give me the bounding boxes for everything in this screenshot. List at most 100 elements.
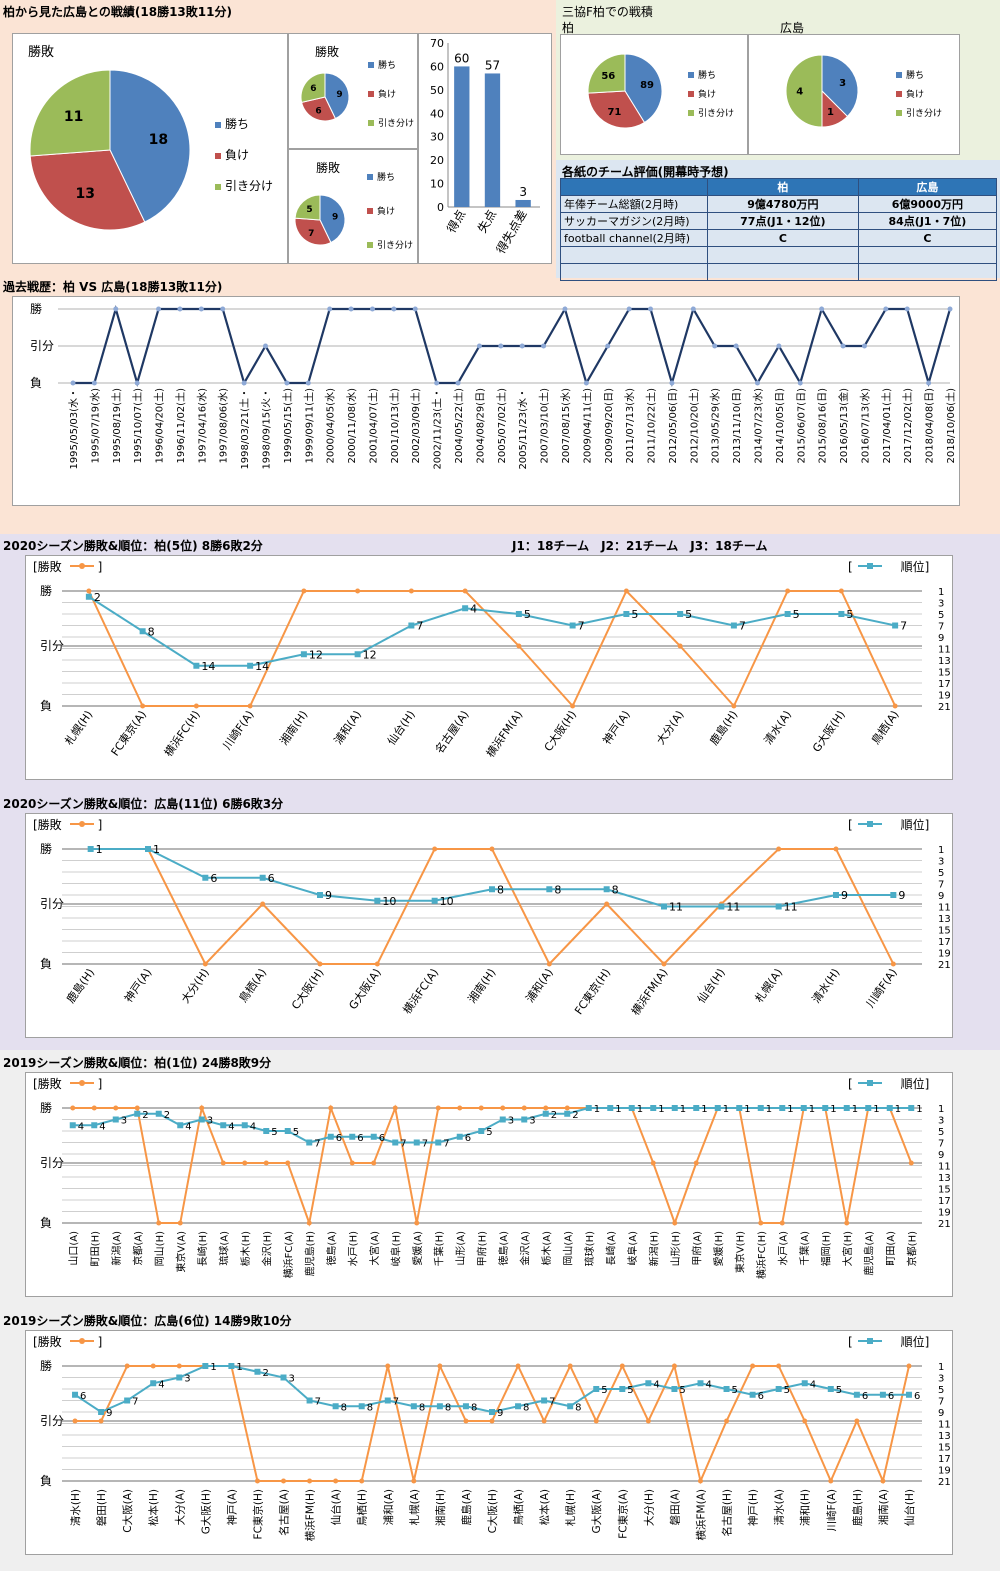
s4-x-label: C大阪(A): [121, 1489, 134, 1533]
small-pie-1-slice: [301, 96, 337, 122]
s3-result-point: [70, 1105, 76, 1111]
s4-result-point: [776, 1363, 782, 1369]
s4-rank-point: [541, 1397, 548, 1404]
s4-rank-point: [384, 1397, 391, 1404]
s3-x-label: 水戸(H): [347, 1231, 359, 1266]
s2-rank-point: [87, 846, 94, 852]
s1-result-point: [301, 588, 307, 594]
s3-rank-label: 1: [787, 1104, 793, 1115]
s1-rank-point: [354, 651, 361, 658]
history-point: [690, 306, 696, 312]
s3-x-label: 京都(H): [905, 1231, 918, 1266]
history-x-label: 2004/08/29(日): [475, 388, 486, 464]
history-x-label: 2012/10/20(土): [687, 388, 700, 464]
s3-result-point: [500, 1105, 506, 1111]
history-x-label: 2012/05/06(日): [668, 388, 679, 464]
small-pie-1-data-label: 6: [315, 107, 321, 117]
s3-rank-point: [843, 1105, 850, 1111]
s4-result-point: [619, 1363, 625, 1369]
s2-rank-point: [546, 886, 553, 893]
bar-y-tick: 20: [430, 154, 444, 167]
s2-result-point: [432, 846, 438, 852]
eval-cell: [560, 263, 708, 281]
history-point: [926, 380, 932, 386]
s2-rank-label: 1: [153, 843, 160, 856]
s1-rank-tick: 21: [938, 702, 951, 713]
hiroshima-pie-legend-swatch: [896, 110, 902, 116]
s4-rank-point: [410, 1403, 417, 1410]
s4-rank-label: 4: [810, 1379, 816, 1390]
s4-x-label: 横浜FM(A): [694, 1489, 707, 1540]
s2-rank-tick: 19: [938, 949, 951, 960]
history-x-label: 2004/05/22(土): [452, 388, 465, 464]
s3-rank-label: 3: [207, 1116, 213, 1127]
bar-y-tick: 10: [430, 178, 444, 191]
s1-rank-tick: 15: [938, 668, 951, 679]
s2-panel: [25, 813, 953, 1038]
s2-rank-point: [661, 903, 667, 910]
history-x-label: 2016/05/13(金): [837, 388, 850, 464]
s3-rank-label: 7: [422, 1139, 428, 1150]
s1-rank-label: 14: [255, 660, 269, 673]
s2-result-point: [661, 961, 667, 967]
s3-x-label: 東京V(H): [733, 1231, 746, 1273]
s4-rank-point: [306, 1397, 313, 1404]
small-pie-2-data-label: 7: [308, 229, 314, 239]
history-x-label: 1995/10/07(土): [131, 388, 144, 464]
bar-y-tick: 50: [430, 84, 444, 97]
s4-rank-point: [879, 1391, 886, 1398]
s3-result-label: 引分: [40, 1156, 64, 1170]
history-x-label: 1998/09/15(火・: [261, 388, 273, 470]
kashiwa-pie-legend-label: 負け: [698, 88, 716, 100]
s1-rank-tick: 9: [938, 633, 944, 644]
s3-rank-label: 6: [357, 1133, 363, 1144]
s1-result-point: [86, 588, 92, 594]
history-point: [113, 306, 119, 312]
s4-rank-label: 9: [106, 1408, 112, 1419]
s3-result-label: 勝: [40, 1100, 52, 1115]
small-pie-1-legend-label: 引き分け: [378, 118, 414, 129]
history-x-label: 1997/04/16(水): [196, 388, 208, 464]
s4-rank-tick: 15: [938, 1443, 951, 1454]
s3-rank-label: 1: [594, 1104, 600, 1115]
s3-rank-label: 3: [529, 1116, 535, 1127]
s3-rank-point: [155, 1110, 162, 1117]
s3-rank-label: 6: [336, 1133, 342, 1144]
s4-result-point: [854, 1418, 860, 1424]
s4-rank-label: 1: [236, 1362, 242, 1373]
s1-result-point: [731, 703, 737, 709]
history-x-label: 2017/12/02(土): [901, 388, 914, 464]
main-pie-slice: [29, 69, 111, 157]
s4-x-label: 湘南(H): [434, 1489, 447, 1526]
s3-result-point: [285, 1160, 291, 1166]
s1-rank-point: [838, 611, 845, 617]
s4-rank-label: 5: [784, 1385, 790, 1396]
s2-result-point: [317, 961, 323, 967]
s4-result-point: [359, 1478, 365, 1484]
hiroshima-pie-legend-label: 負け: [906, 88, 924, 100]
s4-rank-label: 4: [158, 1379, 164, 1390]
s3-rank-label: 1: [723, 1104, 729, 1115]
s3-result-point: [779, 1220, 785, 1226]
s2-rank-tick: 7: [938, 880, 944, 891]
s2-rank-point: [317, 892, 323, 898]
s3-rank-point: [69, 1122, 76, 1129]
history-x-label: 2005/11/23(水・: [517, 388, 529, 470]
s4-result-label: 勝: [40, 1358, 52, 1373]
s3-rank-point: [564, 1110, 571, 1117]
s4-rank-label: 7: [393, 1397, 399, 1408]
s2-rank-label: 11: [726, 901, 740, 914]
history-x-label: 2001/04/07(土): [366, 388, 379, 464]
s1-x-label: 鳥栖(A): [868, 708, 901, 747]
small-pie-2-legend-label: 引き分け: [377, 240, 413, 251]
s4-x-label: 川崎F(A): [825, 1489, 838, 1531]
s2-rank-label: 11: [669, 901, 683, 914]
s3-result-line: [72, 1104, 913, 1227]
s1-rank-label: 7: [578, 620, 585, 633]
s2-rank-label: 6: [210, 872, 217, 885]
small-pie-1-slice: [324, 72, 350, 120]
s3-rank-point: [370, 1133, 377, 1140]
history-point: [712, 343, 718, 349]
s1-result-point: [623, 588, 629, 594]
main-pie-legend-swatch: [215, 153, 221, 159]
